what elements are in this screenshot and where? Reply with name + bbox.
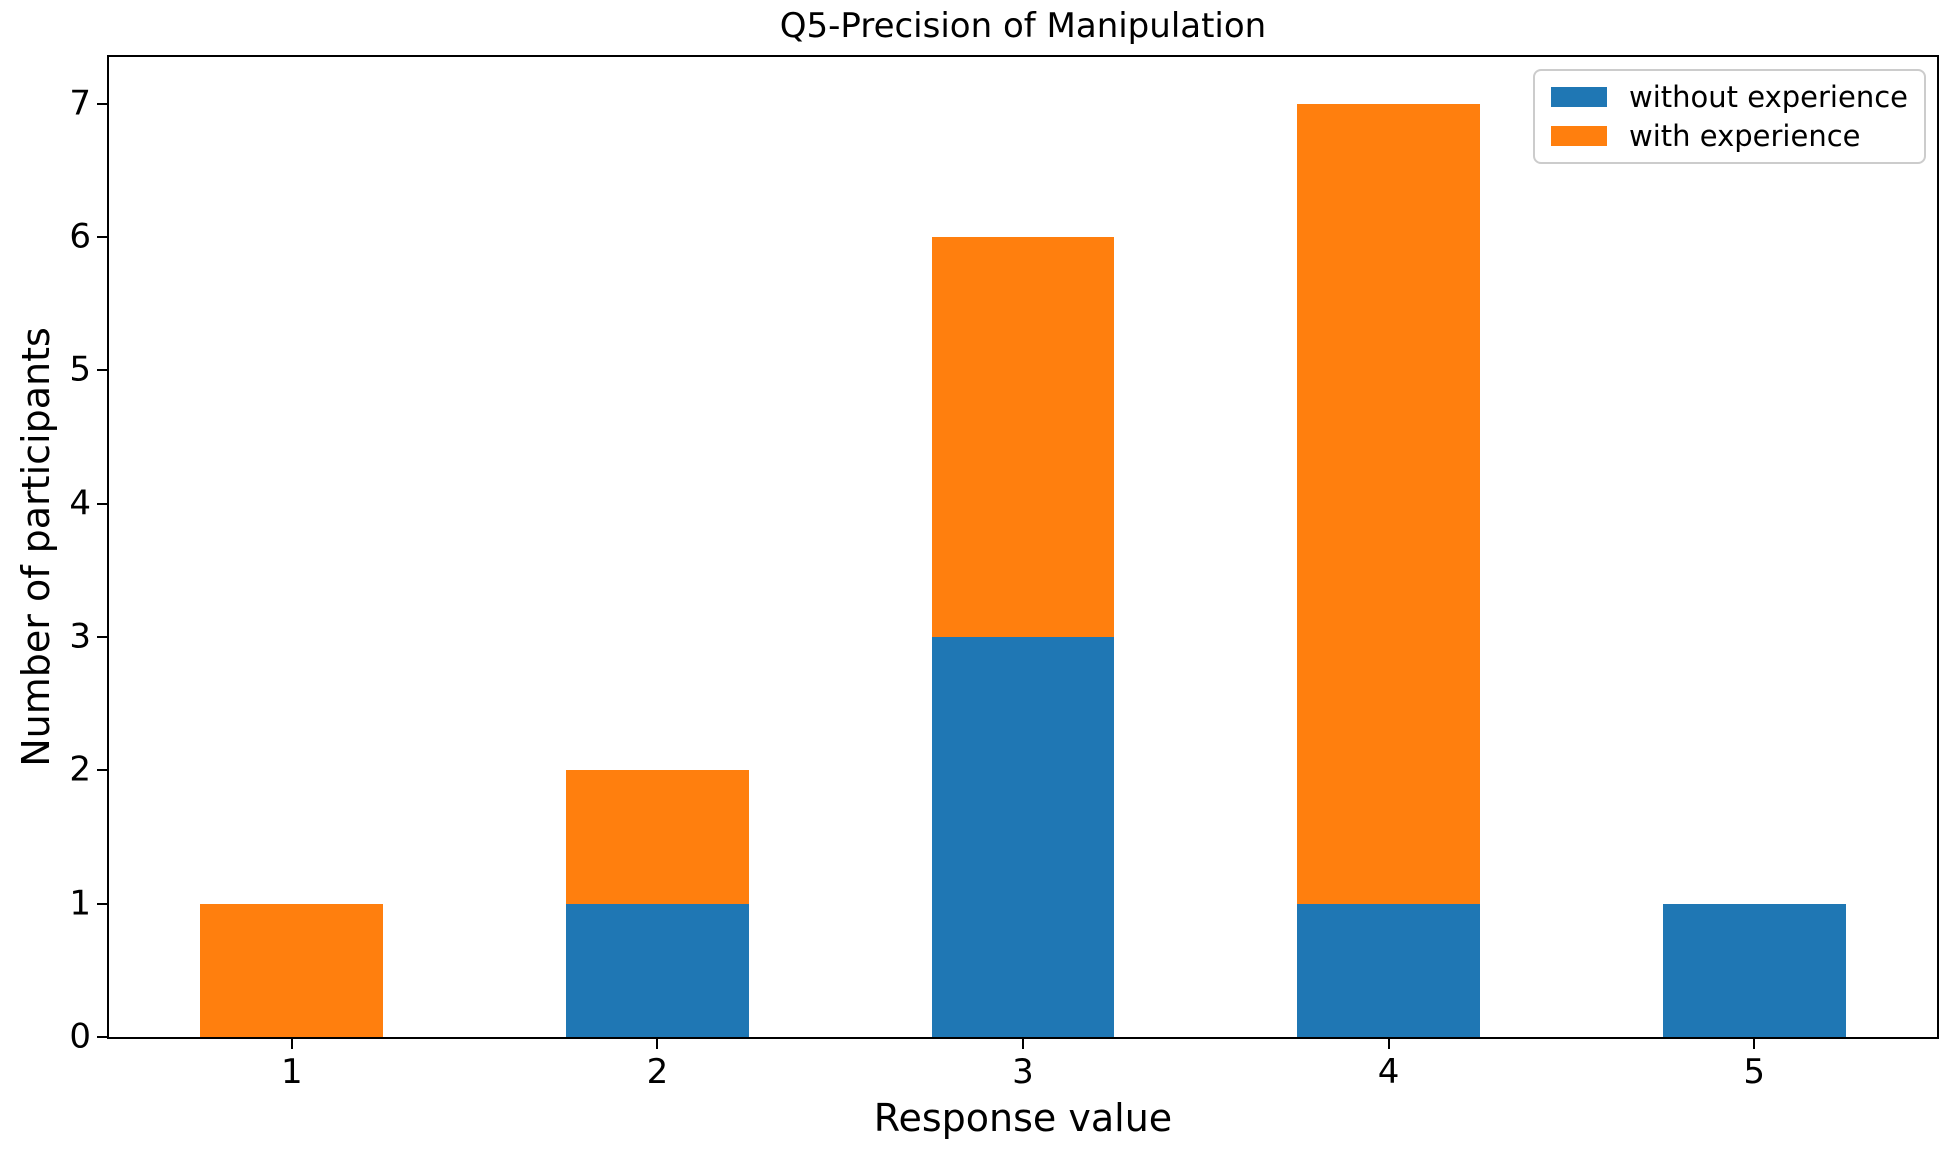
bar-segment-without-experience-x2 bbox=[565, 903, 749, 1037]
bars-layer bbox=[109, 57, 1937, 1037]
bar-segment-without-experience-x3 bbox=[931, 637, 1115, 1037]
x-tick-label: 4 bbox=[1377, 1052, 1400, 1092]
legend-label-without-experience: without experience bbox=[1629, 80, 1908, 114]
bar-slot-2 bbox=[475, 57, 841, 1037]
y-tick-mark bbox=[97, 902, 107, 905]
bar-slot-5 bbox=[1571, 57, 1937, 1037]
bar-slot-4 bbox=[1206, 57, 1572, 1037]
bar-segment-with-experience-x4 bbox=[1297, 103, 1480, 904]
legend-label-with-experience: with experience bbox=[1629, 119, 1861, 153]
y-tick-label: 7 bbox=[69, 82, 91, 123]
plot-area: 0 1 2 3 4 5 6 7 1 2 3 4 5 without experience with e… bbox=[69, 55, 1939, 1089]
bar-slot-3 bbox=[840, 57, 1206, 1037]
x-tick-label: 3 bbox=[1012, 1052, 1034, 1092]
y-tick-mark bbox=[97, 369, 107, 372]
legend-swatch-without-experience-icon bbox=[1551, 87, 1608, 107]
x-tick-mark bbox=[1022, 1039, 1024, 1049]
y-tick-label: 6 bbox=[69, 216, 91, 257]
y-tick-mark bbox=[97, 1036, 107, 1038]
legend: without experience with experience bbox=[1533, 69, 1926, 164]
legend-item-with-experience: with experience bbox=[1551, 119, 1908, 153]
y-tick-label: 0 bbox=[69, 1016, 91, 1057]
bar-segment-with-experience-x3 bbox=[931, 237, 1115, 637]
x-tick-label: 2 bbox=[646, 1052, 669, 1092]
y-tick-label: 1 bbox=[69, 882, 91, 923]
y-tick-label: 4 bbox=[69, 482, 91, 523]
legend-swatch-with-experience-icon bbox=[1551, 126, 1608, 146]
y-tick-label: 5 bbox=[69, 349, 91, 390]
bar-segment-without-experience-x5 bbox=[1662, 903, 1846, 1037]
chart-title: Q5-Precision of Manipulation bbox=[779, 6, 1267, 46]
y-tick-mark bbox=[97, 769, 107, 772]
bar-slot-1 bbox=[109, 57, 475, 1037]
x-tick-label: 5 bbox=[1743, 1052, 1766, 1092]
y-tick-mark bbox=[97, 502, 107, 505]
x-tick-mark bbox=[1387, 1039, 1390, 1049]
y-tick-mark bbox=[97, 236, 107, 238]
y-tick-label: 3 bbox=[69, 616, 91, 657]
x-tick-mark bbox=[1753, 1039, 1756, 1049]
bar-segment-with-experience-x1 bbox=[200, 903, 384, 1037]
x-tick-mark bbox=[656, 1039, 659, 1049]
x-tick-mark bbox=[290, 1039, 293, 1049]
x-tick-label: 1 bbox=[280, 1052, 303, 1092]
y-axis-label: Number of participants bbox=[14, 327, 58, 767]
x-axis-label: Response value bbox=[873, 1096, 1173, 1140]
bar-segment-without-experience-x4 bbox=[1297, 903, 1480, 1037]
y-tick-mark bbox=[97, 102, 107, 105]
bar-segment-with-experience-x2 bbox=[565, 770, 749, 904]
y-tick-mark bbox=[97, 636, 107, 638]
legend-item-without-experience: without experience bbox=[1551, 80, 1908, 114]
y-tick-label: 2 bbox=[69, 749, 91, 790]
